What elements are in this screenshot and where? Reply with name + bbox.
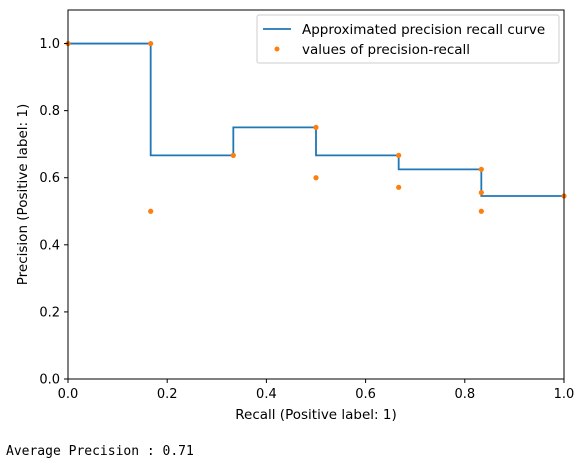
x-axis-label: Recall (Positive label: 1) [235,407,397,423]
y-tick-label: 0.0 [39,373,60,388]
axes-frame [67,9,565,380]
y-tick-label: 0.2 [39,305,60,320]
step-curve-line [68,42,564,197]
y-tick-label: 0.8 [39,104,60,119]
axes-layer: 0.0 0.2 0.4 0.6 0.8 1.0 0.0 0.2 0.4 0.6 0.8 1.0 [39,9,575,402]
pr-point-marker [148,40,154,47]
marker-layer [65,40,567,214]
legend: Approximated precision recall curve valu… [256,14,560,64]
x-tick-label: 0.4 [256,387,277,402]
x-tick-label: 0.8 [454,387,475,402]
pr-point-marker [396,184,402,190]
y-tick-label: 0.4 [39,238,60,253]
precision-recall-chart: 0.0 0.2 0.4 0.6 0.8 1.0 0.0 0.2 0.4 0.6 0.8 1.0 Rec… [15,9,575,423]
legend-label-curve: Approximated precision recall curve [302,22,545,38]
legend-marker-swatch [274,46,280,52]
y-tick-label: 0.6 [39,171,60,186]
x-tick-label: 0.6 [355,387,376,402]
plot-area [68,10,564,379]
pr-point-marker [313,124,319,131]
pr-point-marker [230,152,236,158]
legend-label-points: values of precision-recall [302,42,470,58]
pr-point-marker [396,152,402,158]
average-precision-output: Average Precision : 0.71 [6,444,194,459]
y-tick-label: 1.0 [39,37,60,52]
pr-point-marker [148,208,154,214]
x-tick-label: 1.0 [554,387,575,402]
pr-point-marker [478,208,484,214]
legend-box [256,14,560,64]
x-tick-label: 0.0 [58,387,79,402]
step-curve-layer [68,42,564,197]
pr-point-marker [478,190,484,196]
x-tick-label: 0.2 [157,387,178,402]
pr-point-marker [313,175,319,181]
pr-point-marker [478,166,484,172]
y-axis-label: Precision (Positive label: 1) [15,104,31,285]
